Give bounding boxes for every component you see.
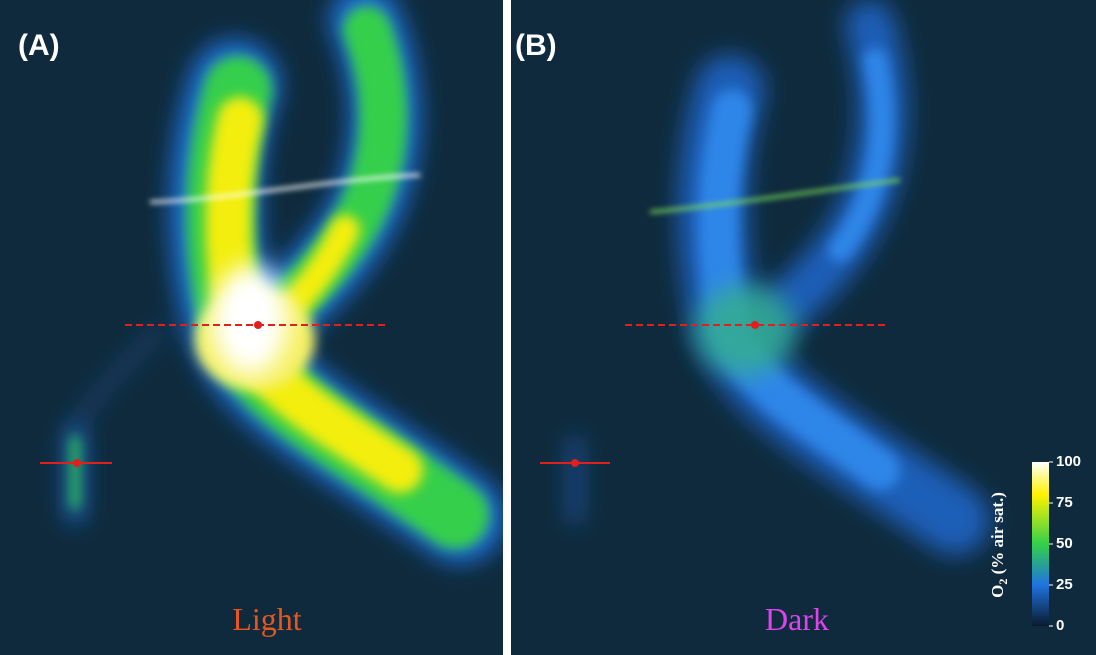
condition-label: Light (232, 601, 301, 637)
condition-label: Dark (765, 601, 829, 637)
colorbar-label: O2 (% air sat.) (988, 492, 1010, 598)
colorbar-tick-label: 75 (1056, 494, 1073, 511)
panel-a-image (0, 0, 503, 655)
panel-tag: (B) (515, 29, 557, 62)
colorbar-tick-label: 25 (1056, 576, 1073, 593)
colorbar-gradient (1032, 462, 1049, 626)
label-main: O (988, 585, 1007, 598)
colorbar: O2 (% air sat.) 0 25 50 75 100 (988, 453, 1081, 634)
panel-b-image (511, 0, 1096, 655)
colorbar-tick-label: 0 (1056, 617, 1064, 634)
label-rest: (% air sat.) (988, 492, 1007, 579)
panel-tag: (A) (18, 29, 60, 62)
colorbar-tick-label: 50 (1056, 535, 1073, 552)
label-sub: 2 (996, 579, 1010, 585)
colorbar-tick-label: 100 (1056, 453, 1081, 470)
